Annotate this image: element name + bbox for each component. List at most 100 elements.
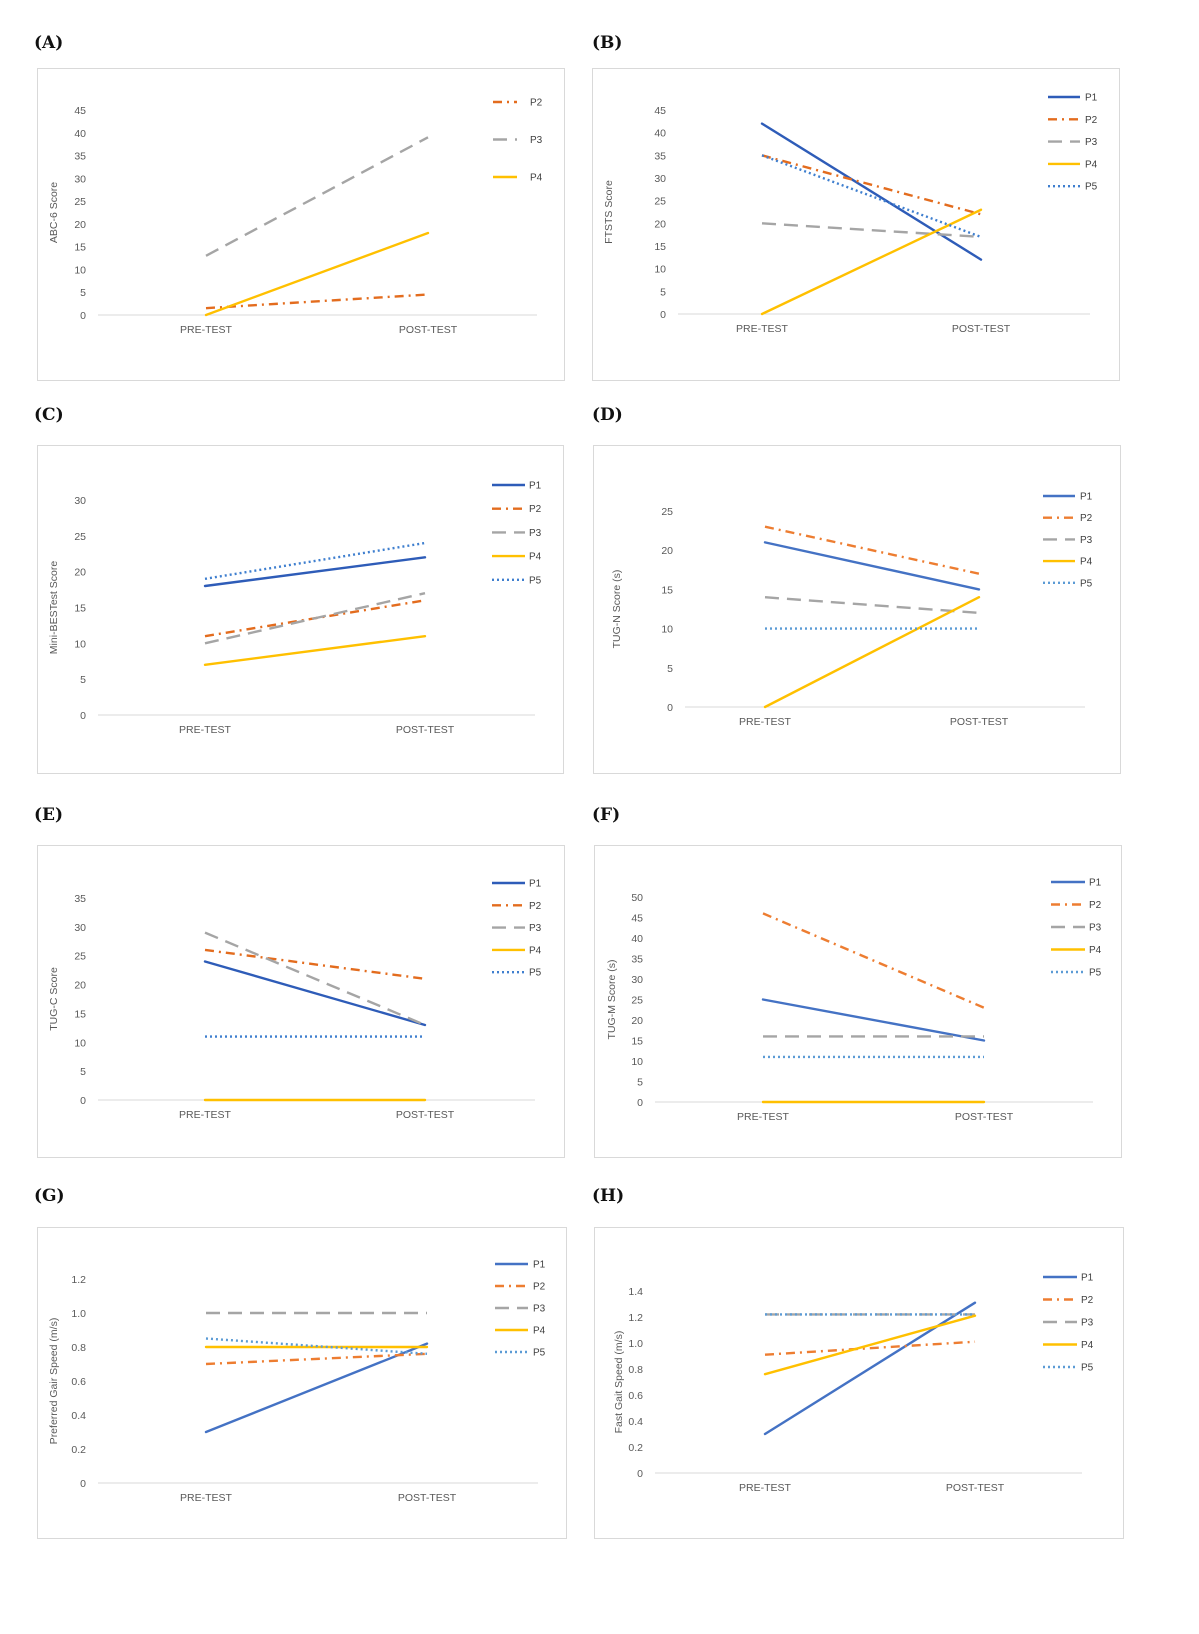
chart-b-ytick-label: 10	[654, 264, 666, 276]
chart-h-ytick-label: 1.2	[628, 1312, 643, 1324]
chart-h-xtick-label: POST-TEST	[946, 1482, 1005, 1494]
chart-h-legend-p5-label: P5	[1081, 1363, 1094, 1374]
chart-a-ytick-label: 15	[74, 242, 86, 254]
chart-d-frame	[593, 445, 1121, 774]
panel-label-g: (G)	[34, 1186, 65, 1206]
chart-e-xtick-label: PRE-TEST	[179, 1109, 232, 1121]
chart-f-ytick-label: 10	[631, 1056, 643, 1068]
chart-d-series-p1-line	[763, 541, 981, 591]
chart-g-ytick-label: 0.6	[71, 1376, 86, 1388]
chart-a-legend-p2-label: P2	[530, 98, 543, 109]
chart-e-series-p2-line	[204, 948, 426, 980]
chart-b-series-p1-line	[760, 122, 983, 261]
chart-h-ytick-label: 1.0	[628, 1338, 643, 1350]
chart-a-ytick-label: 5	[80, 287, 86, 299]
chart-b-ytick-label: 5	[660, 286, 666, 298]
chart-f-ytick-label: 30	[631, 974, 643, 986]
chart-h-legend-p2-label: P2	[1081, 1295, 1094, 1306]
chart-b-legend-p4-label: P4	[1085, 159, 1098, 170]
chart-c-legend-p2-label: P2	[529, 504, 542, 515]
chart-f-legend-p5-label: P5	[1089, 968, 1102, 979]
chart-c-ytick-label: 15	[74, 603, 86, 615]
panel-label-h: (H)	[592, 1186, 625, 1206]
chart-f-ytick-label: 50	[631, 892, 643, 904]
chart-a-legend-p3-label: P3	[530, 135, 543, 146]
chart-e-ytick-label: 0	[80, 1095, 86, 1107]
chart-f-legend-p1-label: P1	[1089, 878, 1102, 889]
chart-b-frame	[592, 68, 1120, 381]
chart-b-ytick-label: 35	[654, 150, 666, 162]
chart-h-xtick-label: PRE-TEST	[739, 1482, 792, 1494]
chart-b-xtick-label: POST-TEST	[952, 323, 1011, 335]
chart-b-ytick-label: 0	[660, 309, 666, 321]
chart-e-ytick-label: 15	[74, 1008, 86, 1020]
chart-f-ytick-label: 35	[631, 954, 643, 966]
chart-d-ytick-label: 15	[661, 584, 673, 596]
chart-f-series-p1-line	[761, 998, 986, 1042]
chart-a-xtick-label: PRE-TEST	[180, 324, 233, 336]
chart-f-ytick-label: 25	[631, 995, 643, 1007]
chart-e-ytick-label: 35	[74, 893, 86, 905]
chart-g-ytick-label: 0.8	[71, 1342, 86, 1354]
chart-b-xtick-label: PRE-TEST	[736, 323, 789, 335]
chart-e-legend-p1-label: P1	[529, 879, 542, 890]
chart-e-legend-p5-label: P5	[529, 968, 542, 979]
chart-b-series-p3-line	[761, 222, 982, 239]
chart-c-ytick-label: 25	[74, 531, 86, 543]
chart-f-xtick-label: POST-TEST	[955, 1111, 1014, 1123]
chart-e-xtick-label: POST-TEST	[396, 1109, 455, 1121]
chart-d-legend-p1-label: P1	[1080, 492, 1093, 503]
chart-f-legend-p2-label: P2	[1089, 900, 1102, 911]
chart-e-legend-p4-label: P4	[529, 945, 542, 956]
chart-b-series-p5-line	[761, 154, 982, 239]
chart-f-series-p2-line	[762, 912, 985, 1009]
chart-c-series-p3-line	[204, 591, 426, 645]
chart-f-ytick-label: 20	[631, 1015, 643, 1027]
chart-h-ytick-label: 0.6	[628, 1390, 643, 1402]
chart-b-legend-p2-label: P2	[1085, 115, 1098, 126]
chart-f-legend-p3-label: P3	[1089, 923, 1102, 934]
chart-c-y-axis-title: Mini-BESTest Score	[48, 561, 60, 655]
chart-c-legend-p1-label: P1	[529, 481, 542, 492]
chart-g-series-p5-line	[205, 1337, 428, 1355]
chart-h-ytick-label: 0.4	[628, 1416, 643, 1428]
chart-f-xtick-label: PRE-TEST	[737, 1111, 790, 1123]
chart-g-frame	[37, 1227, 567, 1539]
chart-b-ytick-label: 25	[654, 196, 666, 208]
chart-d-series-p4-line	[763, 596, 981, 709]
panel-label-d: (D)	[592, 405, 623, 425]
chart-h-legend-p3-label: P3	[1081, 1318, 1094, 1329]
chart-a-series-p3-line	[205, 136, 429, 257]
chart-h-legend-p4-label: P4	[1081, 1340, 1094, 1351]
chart-a-ytick-label: 10	[74, 264, 86, 276]
chart-a-frame	[37, 68, 565, 381]
chart-e-legend-p3-label: P3	[529, 923, 542, 934]
chart-h-ytick-label: 1.4	[628, 1286, 643, 1298]
panel-label-e: (E)	[34, 805, 64, 825]
chart-b-y-axis-title: FTSTS Score	[603, 180, 615, 244]
chart-h-legend-p1-label: P1	[1081, 1273, 1094, 1284]
chart-e-legend-p2-label: P2	[529, 901, 542, 912]
chart-h-ytick-label: 0	[637, 1468, 643, 1480]
panel-label-b: (B)	[592, 33, 623, 53]
chart-g-legend-p5-label: P5	[533, 1348, 546, 1359]
chart-d-xtick-label: POST-TEST	[950, 716, 1009, 728]
chart-e-series-p3-line	[204, 931, 426, 1027]
chart-g-xtick-label: PRE-TEST	[180, 1492, 233, 1504]
chart-d-legend-p3-label: P3	[1080, 535, 1093, 546]
chart-c-ytick-label: 30	[74, 495, 86, 507]
chart-a-ytick-label: 35	[74, 151, 86, 163]
chart-b-ytick-label: 20	[654, 218, 666, 230]
chart-a-legend-p4-label: P4	[530, 173, 543, 184]
chart-d-y-axis-title: TUG-N Score (s)	[611, 570, 623, 649]
chart-a-series-p2-line	[205, 293, 429, 310]
chart-g-legend-p3-label: P3	[533, 1304, 546, 1315]
chart-d-ytick-label: 0	[667, 702, 673, 714]
chart-d-ytick-label: 10	[661, 624, 673, 636]
chart-f-ytick-label: 5	[637, 1077, 643, 1089]
chart-g-ytick-label: 1.2	[71, 1274, 86, 1286]
chart-g-legend-p1-label: P1	[533, 1260, 546, 1271]
chart-b-ytick-label: 40	[654, 128, 666, 140]
chart-a-ytick-label: 45	[74, 105, 86, 117]
chart-h-ytick-label: 0.8	[628, 1364, 643, 1376]
